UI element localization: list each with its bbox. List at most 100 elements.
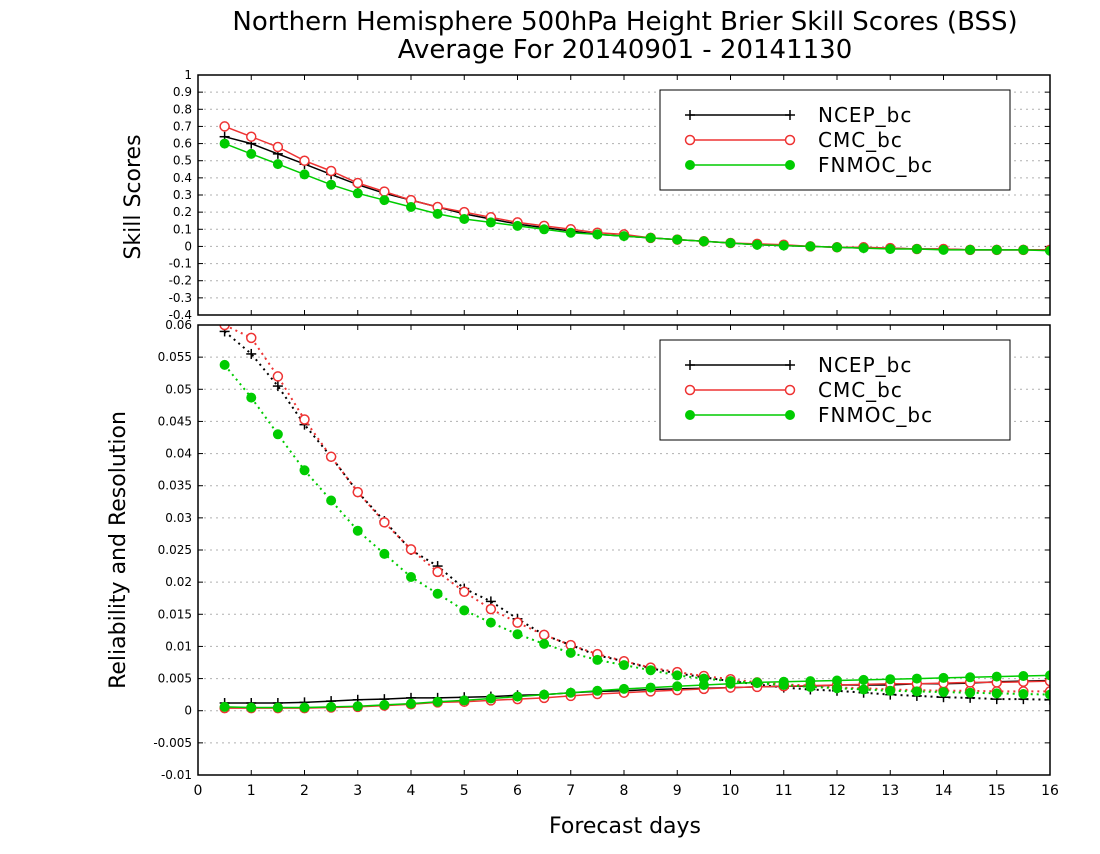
data-point-filled-circle [485, 693, 496, 704]
y-tick-label: 0.025 [158, 543, 192, 557]
data-point-filled-circle [565, 687, 576, 698]
data-point-filled-circle [539, 689, 550, 700]
data-point-filled-circle [406, 572, 416, 582]
y-tick-label: 0.2 [173, 205, 192, 219]
data-point-filled-circle [832, 242, 842, 253]
data-point-filled-circle [645, 232, 656, 243]
y-tick-label: 0.6 [173, 137, 192, 151]
x-tick-label: 6 [513, 783, 522, 799]
legend-marker-open-circle [684, 384, 696, 396]
data-point-filled-circle [965, 244, 976, 255]
data-point-filled-circle [645, 682, 656, 693]
data-point-filled-circle [352, 188, 363, 199]
y-tick-label: -0.01 [161, 768, 192, 782]
x-tick-label: 5 [460, 783, 469, 799]
legend-marker-plus [685, 110, 695, 120]
data-point-filled-circle [805, 676, 816, 687]
data-point-filled-circle [645, 665, 656, 676]
panel-reliability-resolution: -0.01 -0.005 0 0.005 0.01 0.015 0.02 0.025 0.03 0… [153, 318, 1059, 799]
y-tick-label: -0.2 [169, 274, 192, 288]
x-tick-label: 16 [1041, 783, 1059, 799]
y-tick-label: 0.4 [173, 171, 192, 185]
data-point-filled-circle [1018, 689, 1029, 699]
data-point-filled-circle [805, 241, 816, 252]
data-point-open-circle [219, 121, 230, 132]
data-point-open-circle [246, 332, 257, 344]
data-point-open-circle [352, 177, 363, 189]
y-tick-label: 0.8 [173, 102, 192, 116]
data-point-filled-circle [592, 685, 603, 696]
data-point-filled-circle [965, 672, 976, 683]
data-point-filled-circle [858, 684, 869, 695]
legend-marker-filled-circle [785, 410, 795, 420]
data-point-filled-circle [219, 359, 230, 370]
legend-label: CMC_bc [818, 378, 903, 402]
data-point-filled-circle [725, 678, 736, 689]
data-point-filled-circle [379, 195, 390, 206]
series-group [219, 325, 1050, 714]
data-point-filled-circle [698, 236, 709, 247]
legend-label: CMC_bc [818, 128, 903, 152]
legend-marker-open-circle [684, 134, 696, 146]
data-point-filled-circle [246, 392, 257, 403]
legend-marker-plus [785, 110, 795, 120]
legend-marker-filled-circle [785, 160, 795, 170]
data-point-open-circle [352, 486, 363, 498]
y-tick-label: 0.02 [165, 575, 192, 589]
y-tick-label: 0 [184, 239, 192, 253]
data-point-filled-circle [432, 588, 443, 599]
y-tick-label: 0 [184, 704, 192, 718]
data-point-open-circle [219, 325, 230, 331]
data-point-filled-circle [991, 688, 1002, 699]
data-point-open-circle [405, 544, 417, 555]
data-point-open-circle [459, 586, 470, 598]
data-point-filled-circle [619, 683, 629, 694]
data-point-filled-circle [965, 687, 976, 698]
y-tick-label: 0.9 [173, 85, 192, 99]
data-point-filled-circle [619, 231, 629, 242]
series-group [219, 121, 1050, 256]
data-point-filled-circle [432, 696, 443, 707]
data-point-filled-circle [778, 240, 789, 251]
y-tick-label: 1 [184, 68, 192, 82]
y-tick-label: -0.005 [153, 736, 192, 750]
data-point-open-circle [246, 131, 257, 142]
data-point-filled-circle [379, 699, 390, 710]
data-point-filled-circle [246, 702, 257, 713]
y-tick-label: 0.01 [165, 639, 192, 653]
data-point-plus [246, 348, 257, 359]
y-tick-label: 0.7 [173, 119, 192, 133]
data-point-filled-circle [885, 244, 896, 254]
data-point-filled-circle [858, 243, 869, 254]
data-point-filled-circle [752, 239, 763, 250]
data-point-open-circle [379, 517, 390, 528]
data-point-filled-circle [459, 605, 470, 616]
data-point-plus [272, 381, 283, 392]
data-point-filled-circle [326, 179, 337, 190]
data-point-filled-circle [672, 681, 683, 692]
data-point-filled-circle [512, 629, 523, 640]
data-point-filled-circle [1018, 244, 1029, 255]
x-tick-label: 12 [828, 783, 846, 799]
data-point-filled-circle [219, 701, 230, 712]
x-tick-label: 4 [407, 783, 416, 799]
data-point-filled-circle [752, 677, 763, 688]
y-tick-label: 0.005 [158, 672, 192, 686]
data-point-filled-circle [352, 701, 363, 712]
data-point-filled-circle [592, 654, 603, 665]
y-tick-label: 0.5 [173, 154, 192, 168]
data-point-open-circle [299, 155, 310, 166]
legend-label: NCEP_bc [818, 103, 912, 127]
data-point-filled-circle [911, 244, 922, 254]
data-point-filled-circle [485, 217, 496, 228]
y-tick-label: 0.06 [165, 318, 192, 332]
data-point-open-circle [432, 566, 443, 578]
data-point-open-circle [538, 629, 550, 641]
x-tick-label: 9 [673, 783, 682, 799]
x-tick-label: 0 [194, 783, 203, 799]
top-y-axis-label: Skill Scores [121, 134, 146, 259]
x-tick-label: 10 [722, 783, 740, 799]
data-point-filled-circle [911, 686, 922, 697]
